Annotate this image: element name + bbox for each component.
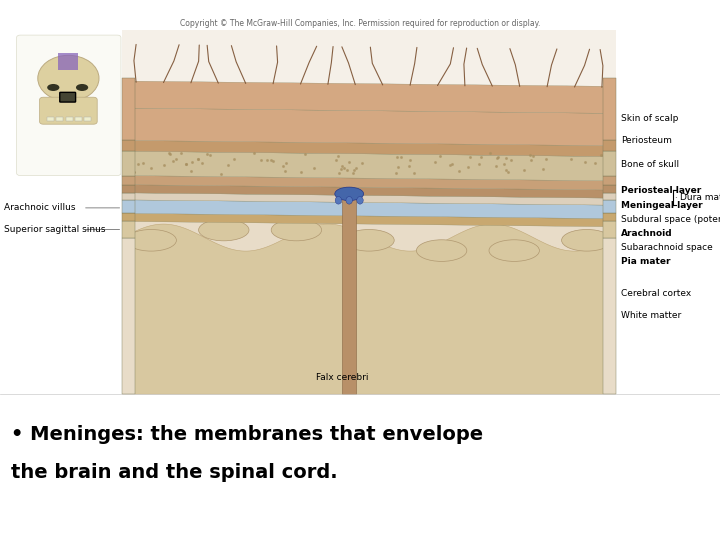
Ellipse shape (199, 219, 249, 241)
Bar (122, 193, 135, 200)
Bar (66, 117, 73, 121)
Ellipse shape (346, 197, 353, 204)
Ellipse shape (562, 230, 612, 251)
Text: the brain and the spinal cord.: the brain and the spinal cord. (11, 463, 338, 482)
Polygon shape (122, 108, 616, 146)
Bar (603, 151, 616, 176)
Polygon shape (122, 185, 616, 198)
Polygon shape (122, 193, 616, 205)
FancyBboxPatch shape (60, 92, 76, 102)
Ellipse shape (48, 84, 59, 91)
Bar (122, 176, 135, 185)
Bar (122, 213, 135, 221)
Ellipse shape (335, 197, 341, 204)
Polygon shape (122, 81, 616, 113)
Bar (603, 213, 616, 221)
Text: Falx cerebri: Falx cerebri (316, 373, 368, 382)
Text: Arachnoid: Arachnoid (621, 229, 672, 238)
Polygon shape (122, 224, 616, 394)
Bar (603, 185, 616, 193)
Polygon shape (122, 151, 616, 181)
Bar (603, 176, 616, 185)
FancyBboxPatch shape (40, 97, 97, 124)
Bar (84, 117, 91, 121)
Bar (47, 117, 54, 121)
Bar (603, 78, 616, 140)
Bar (603, 221, 616, 238)
Bar (122, 185, 135, 193)
FancyBboxPatch shape (17, 35, 121, 176)
Ellipse shape (335, 187, 364, 201)
Text: Superior sagittal sinus: Superior sagittal sinus (4, 225, 105, 234)
Ellipse shape (76, 84, 89, 91)
Polygon shape (122, 140, 616, 157)
Text: Skin of scalp: Skin of scalp (621, 114, 678, 123)
Bar (122, 216, 616, 394)
Bar (603, 140, 616, 151)
Text: Bone of skull: Bone of skull (621, 160, 679, 169)
Bar (75, 117, 82, 121)
Text: Meningeal layer: Meningeal layer (621, 201, 702, 210)
Text: Pia mater: Pia mater (621, 257, 670, 266)
Polygon shape (122, 176, 616, 190)
Bar (122, 200, 135, 213)
Bar (122, 221, 135, 238)
Bar (122, 238, 135, 394)
Bar (122, 78, 135, 140)
Text: Subarachnoid space: Subarachnoid space (621, 243, 712, 252)
Text: • Meninges: the membranes that envelope: • Meninges: the membranes that envelope (11, 425, 483, 444)
Text: Periosteal layer: Periosteal layer (621, 186, 701, 194)
Bar (56, 117, 63, 121)
Ellipse shape (344, 230, 394, 251)
Bar (122, 140, 135, 151)
Bar (603, 238, 616, 394)
Ellipse shape (271, 219, 322, 241)
Ellipse shape (38, 56, 99, 102)
Ellipse shape (416, 240, 467, 261)
Ellipse shape (489, 240, 539, 261)
Polygon shape (122, 200, 616, 219)
Bar (122, 151, 135, 176)
Bar (603, 193, 616, 200)
Text: Periosteum: Periosteum (621, 136, 672, 145)
Polygon shape (122, 213, 616, 227)
Text: Copyright © The McGraw-Hill Companies, Inc. Permission required for reproduction: Copyright © The McGraw-Hill Companies, I… (180, 19, 540, 28)
Ellipse shape (357, 197, 364, 204)
Text: Arachnoic villus: Arachnoic villus (4, 204, 75, 212)
Bar (122, 30, 616, 394)
Bar (603, 200, 616, 213)
Ellipse shape (126, 230, 176, 251)
Text: Cerebral cortex: Cerebral cortex (621, 289, 691, 298)
Text: White matter: White matter (621, 312, 681, 320)
Polygon shape (342, 193, 356, 394)
Text: Dura mater: Dura mater (680, 193, 720, 202)
Bar (58, 53, 78, 70)
Text: Subdural space (potential space): Subdural space (potential space) (621, 215, 720, 224)
